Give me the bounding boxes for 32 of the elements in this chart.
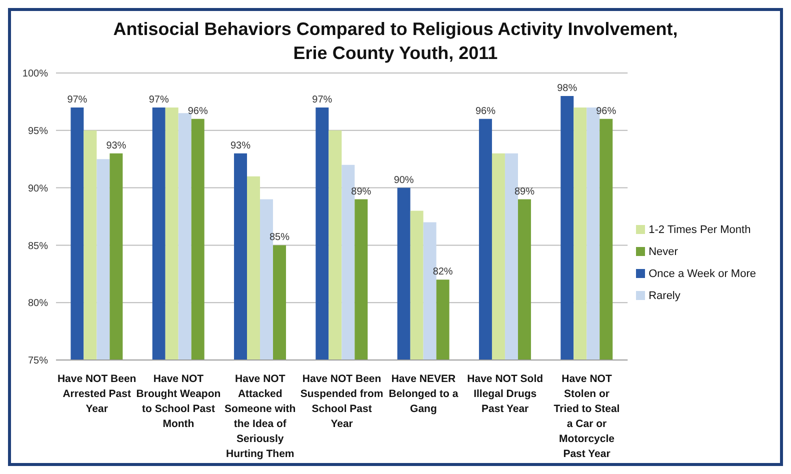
- chart-title: Antisocial Behaviors Compared to Religious Activity Involvement, Erie County Youth, 2011: [112, 18, 679, 65]
- y-tick-label: 85%: [28, 240, 48, 252]
- data-label: 90%: [394, 174, 414, 186]
- data-label: 97%: [312, 94, 332, 106]
- data-label: 96%: [596, 106, 616, 117]
- data-label: 96%: [475, 106, 496, 117]
- legend-label: Rarely: [648, 290, 680, 302]
- data-label: 89%: [514, 186, 535, 198]
- data-label: 97%: [148, 94, 169, 106]
- legend-label: Never: [648, 246, 678, 258]
- data-label: 89%: [351, 186, 372, 198]
- x-tick-label: Have NOT Been Suspended from School Past Year: [300, 373, 384, 430]
- data-label: 82%: [432, 266, 453, 278]
- legend-label: 1-2 Times Per Month: [648, 224, 751, 236]
- y-tick-label: 80%: [28, 298, 48, 310]
- x-tick-label: Have NOT Brought Weapon to School Past Month: [136, 373, 221, 430]
- data-label: 97%: [67, 94, 88, 106]
- data-label: 85%: [270, 232, 290, 244]
- x-tick-label: Have NOT Sold Illegal Drugs Past Year: [467, 373, 544, 415]
- x-tick-label: Have NOT Been Arrested Past Year: [57, 373, 136, 415]
- y-tick-label: 75%: [28, 356, 48, 367]
- x-tick-label: Have NOT Stolen or Tried to Steal a Car or Motorcycle Past Year: [554, 373, 620, 460]
- legend-label: Once a Week or More: [648, 268, 756, 280]
- y-tick-label: 90%: [28, 183, 48, 194]
- y-tick-label: 95%: [28, 126, 48, 137]
- x-tick-label: Have NEVER Belonged to a Gang: [388, 373, 458, 415]
- x-tick-label: Have NOT Attacked Someone with the Idea of Seriously Hurting Them: [224, 373, 296, 460]
- data-label: 93%: [230, 140, 251, 152]
- data-label: 98%: [557, 82, 578, 94]
- data-label: 93%: [106, 140, 126, 152]
- data-label: 96%: [188, 106, 208, 117]
- y-tick-label: 100%: [22, 68, 48, 80]
